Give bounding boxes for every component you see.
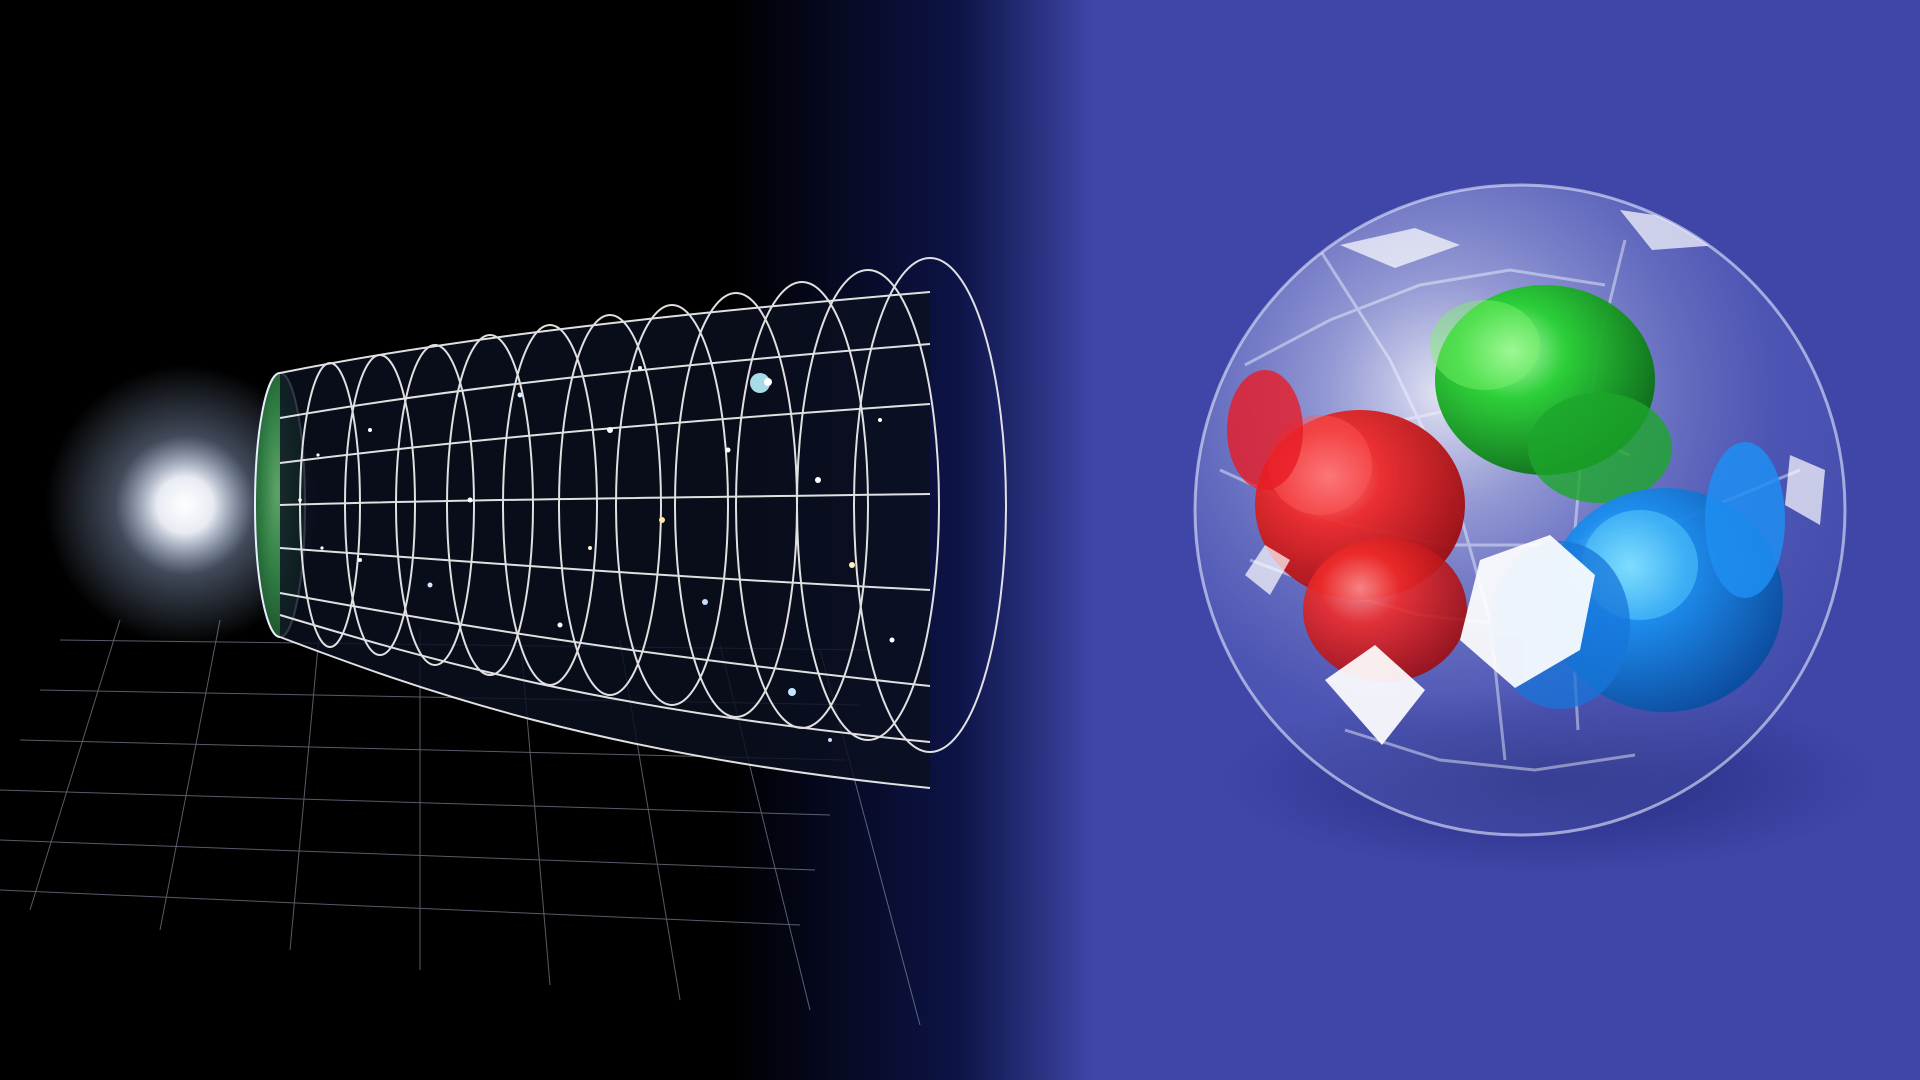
sphere-highlights <box>1245 210 1825 595</box>
sphere-outline <box>1193 183 1847 837</box>
green-quark-cluster <box>1430 285 1672 503</box>
proton-illustration <box>1193 183 1880 875</box>
gluon-white-core <box>1325 535 1595 745</box>
big-bang-glow <box>45 365 325 645</box>
red-quark-cluster <box>1227 370 1467 682</box>
funnel-grid <box>279 257 1007 789</box>
expansion-funnel <box>45 257 1007 789</box>
galaxy-field <box>298 366 895 742</box>
